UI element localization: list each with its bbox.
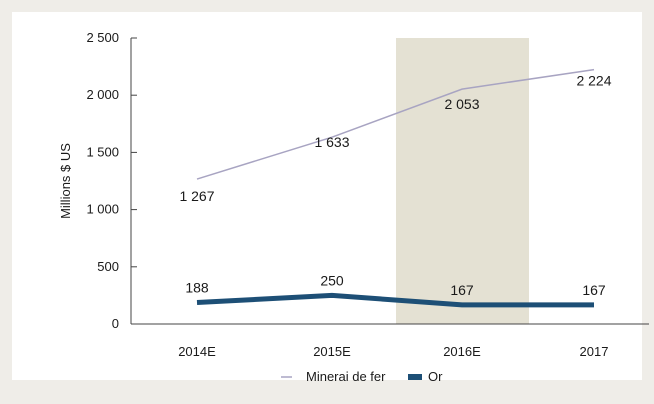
legend-swatch-or — [408, 374, 422, 380]
y-tick-label: 2 000 — [86, 87, 119, 102]
data-label: 167 — [582, 282, 606, 298]
series-line-minerai-de-fer — [196, 68, 595, 180]
x-tick-label: 2017 — [580, 344, 609, 359]
chart-frame: 0 500 1 000 1 500 2 000 2 500 2014E 2015E 2016E 2… — [12, 12, 649, 384]
x-tick-label: 2014E — [178, 344, 216, 359]
y-tick-label: 1 000 — [86, 202, 119, 217]
line-chart: 0 500 1 000 1 500 2 000 2 500 2014E 2015E 2016E 2… — [58, 30, 649, 384]
x-tick-label: 2015E — [313, 344, 351, 359]
y-tick-label: 500 — [97, 259, 119, 274]
data-label: 167 — [450, 282, 474, 298]
data-label: 2 053 — [444, 96, 479, 112]
data-label: 1 267 — [179, 188, 214, 204]
highlight-band — [396, 38, 529, 324]
legend-label-minerai-de-fer: Minerai de fer — [306, 369, 386, 384]
y-tick-label: 0 — [112, 316, 119, 331]
legend-label-or: Or — [428, 369, 443, 384]
data-label: 250 — [320, 272, 344, 288]
y-tick-label: 2 500 — [86, 30, 119, 45]
series-line-or — [196, 292, 594, 308]
x-tick-label: 2016E — [443, 344, 481, 359]
data-label: 1 633 — [314, 134, 349, 150]
data-label: 188 — [185, 279, 209, 295]
y-tick-label: 1 500 — [86, 144, 119, 159]
data-label: 2 224 — [576, 73, 611, 89]
y-axis-title: Millions $ US — [58, 143, 73, 219]
